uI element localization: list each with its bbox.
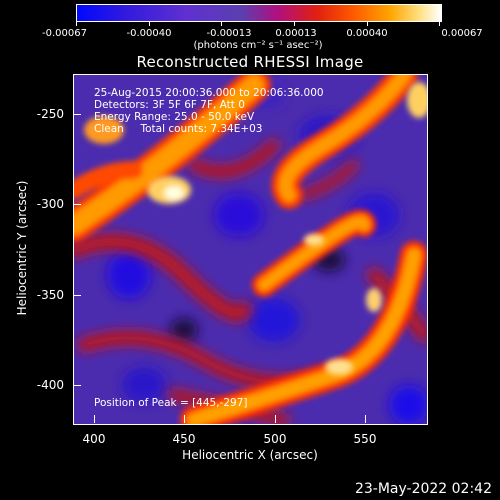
- colorbar-tick: [294, 21, 295, 26]
- colorbar-tick-label: -0.00067: [42, 28, 87, 39]
- peak-position-text: Position of Peak = [445,-297]: [94, 397, 248, 409]
- x-tick-label: 500: [263, 432, 287, 446]
- observation-annotations: 25-Aug-2015 20:00:36.000 to 20:06:36.000…: [94, 87, 324, 135]
- y-tick: [73, 114, 81, 115]
- x-tick-label: 450: [172, 432, 196, 446]
- colorbar-tick: [149, 21, 150, 26]
- y-tick-label: -250: [36, 107, 64, 121]
- colorbar-tick-label: -0.00040: [126, 28, 172, 39]
- x-axis-title: Heliocentric X (arcsec): [182, 448, 318, 462]
- y-tick-label: -400: [36, 378, 64, 392]
- y-tick-label: -350: [36, 288, 64, 302]
- x-tick-label: 550: [353, 432, 377, 446]
- rhessi-image: 25-Aug-2015 20:00:36.000 to 20:06:36.000…: [73, 74, 428, 425]
- colorbar-unit-label: (photons cm⁻² s⁻¹ asec⁻²): [193, 40, 323, 51]
- x-tick-label: 400: [82, 432, 106, 446]
- y-axis-title: Heliocentric Y (arcsec): [15, 180, 29, 316]
- colorbar-tick-label: 0.00013: [275, 28, 317, 39]
- colorbar-tick-label: -0.00013: [206, 28, 252, 39]
- colorbar-tick: [221, 21, 222, 26]
- y-tick: [73, 385, 81, 386]
- y-tick-label: -300: [36, 197, 64, 211]
- colorbar-tick-label: 0.00067: [441, 28, 483, 39]
- y-tick: [73, 204, 81, 205]
- colorbar-tick-label: 0.00040: [346, 28, 388, 39]
- heatmap-canvas: [74, 75, 427, 424]
- colorbar-tick: [439, 21, 440, 26]
- energy-range-text: Energy Range: 25.0 - 50.0 keV: [94, 111, 255, 123]
- colorbar-tick: [367, 21, 368, 26]
- colorbar-tick: [76, 21, 77, 26]
- time-range-text: 25-Aug-2015 20:00:36.000 to 20:06:36.000: [94, 87, 324, 99]
- x-tick: [94, 415, 95, 423]
- y-tick: [73, 295, 81, 296]
- x-tick: [275, 415, 276, 423]
- algorithm-counts-text: Clean Total counts: 7.34E+03: [94, 123, 263, 135]
- generation-timestamp: 23-May-2022 02:42: [354, 481, 492, 497]
- colorbar: [76, 4, 442, 22]
- x-tick: [365, 415, 366, 423]
- plot-title: Reconstructed RHESSI Image: [136, 53, 364, 71]
- x-tick: [184, 415, 185, 423]
- detectors-text: Detectors: 3F 5F 6F 7F, Att 0: [94, 99, 245, 111]
